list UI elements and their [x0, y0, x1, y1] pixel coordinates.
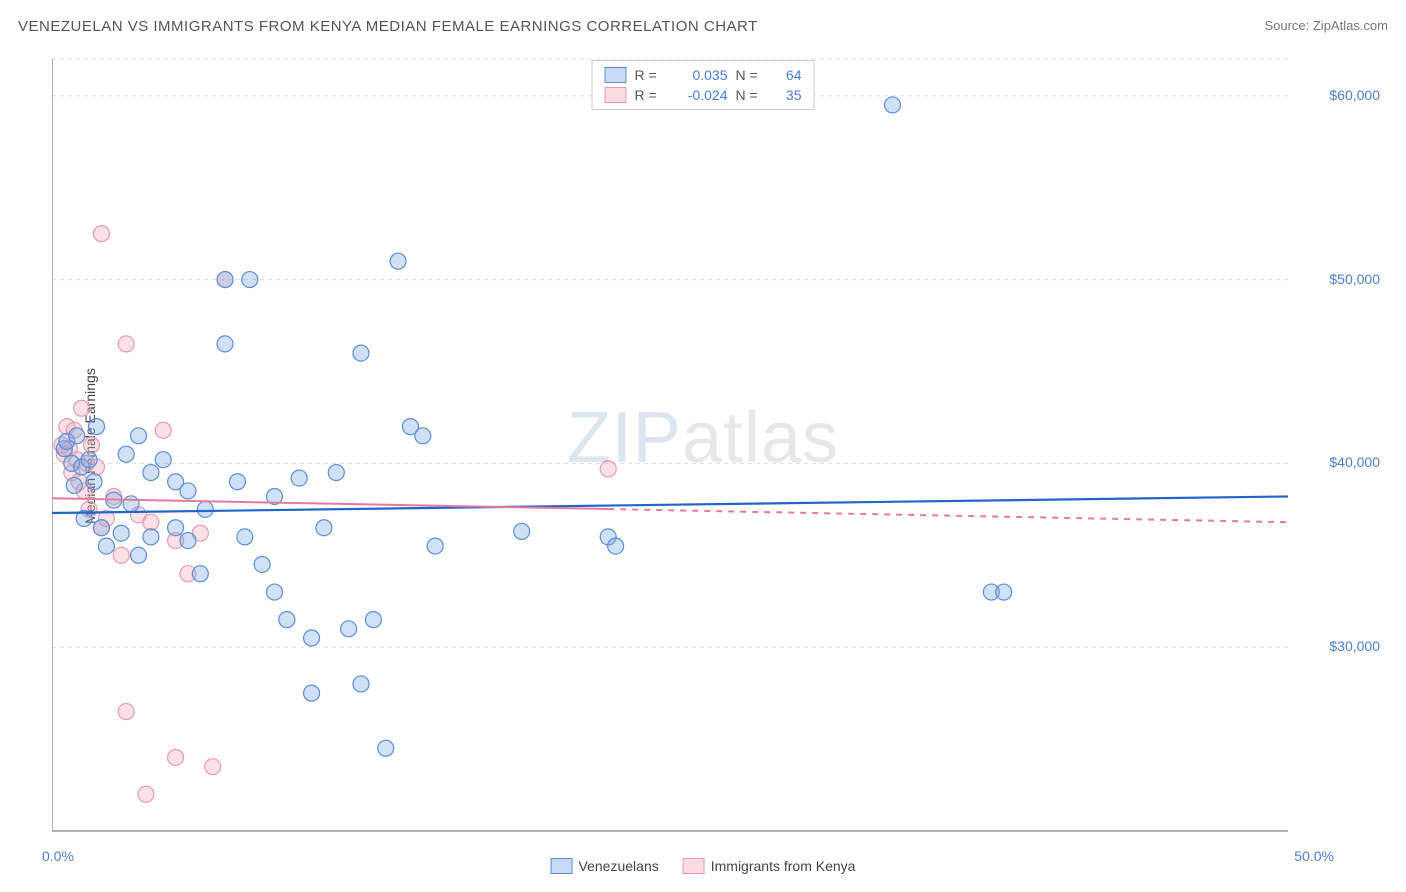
legend-row-1: R = 0.035 N = 64 — [605, 65, 802, 85]
legend-item-1: Venezuelans — [551, 858, 659, 874]
y-tick: $40,000 — [1329, 454, 1380, 470]
chart-plot-area — [52, 55, 1292, 835]
legend-row-2: R = -0.024 N = 35 — [605, 85, 802, 105]
chart-title: VENEZUELAN VS IMMIGRANTS FROM KENYA MEDI… — [18, 18, 758, 35]
y-tick: $50,000 — [1329, 271, 1380, 287]
y-tick: $30,000 — [1329, 638, 1380, 654]
swatch-pink — [605, 87, 627, 103]
swatch-blue — [551, 858, 573, 874]
correlation-legend: R = 0.035 N = 64 R = -0.024 N = 35 — [592, 60, 815, 110]
scatter-svg — [52, 55, 1292, 835]
swatch-blue — [605, 67, 627, 83]
series-legend: Venezuelans Immigrants from Kenya — [551, 858, 856, 874]
chart-source: Source: ZipAtlas.com — [1264, 18, 1388, 33]
x-tick-1: 50.0% — [1294, 848, 1334, 864]
x-tick-0: 0.0% — [42, 848, 74, 864]
swatch-pink — [683, 858, 705, 874]
chart-header: VENEZUELAN VS IMMIGRANTS FROM KENYA MEDI… — [18, 18, 1388, 35]
legend-item-2: Immigrants from Kenya — [683, 858, 856, 874]
y-tick: $60,000 — [1329, 87, 1380, 103]
